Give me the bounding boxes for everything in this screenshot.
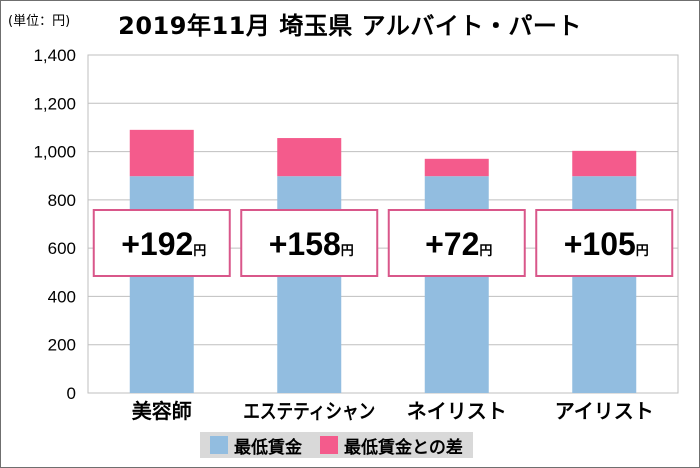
bar-min-wage <box>129 176 194 393</box>
x-tick-label: ネイリスト <box>407 399 507 423</box>
bar-diff <box>572 150 637 177</box>
y-tick-label: 400 <box>48 287 76 306</box>
unit-label: (単位：円) <box>8 14 71 29</box>
x-tick-label: 美容師 <box>132 399 192 423</box>
callout-box <box>387 209 526 277</box>
legend-swatch-min-wage <box>210 436 228 454</box>
legend: 最低賃金 最低賃金との差 <box>200 432 473 458</box>
y-tick-label: 1,000 <box>33 143 76 162</box>
callout-label: +72円 <box>425 226 492 262</box>
legend-item-min-wage: 最低賃金 <box>210 433 302 458</box>
legend-label-diff: 最低賃金との差 <box>344 437 463 458</box>
y-tick-label: 0 <box>67 384 76 403</box>
bar-min-wage <box>277 176 342 393</box>
callout-label: +158円 <box>269 226 354 262</box>
y-tick-label: 800 <box>48 191 76 210</box>
bar-diff <box>424 158 489 177</box>
callout-box <box>535 209 674 277</box>
legend-item-diff: 最低賃金との差 <box>320 433 463 458</box>
y-tick-label: 200 <box>48 336 76 355</box>
bar-min-wage <box>572 176 637 393</box>
callout-label: +105円 <box>564 226 649 262</box>
chart-title: 2019年11月 埼玉県 アルバイト・パート <box>118 12 582 40</box>
legend-label-min-wage: 最低賃金 <box>234 437 302 458</box>
x-tick-label: エステティシャン <box>243 399 375 423</box>
callout-box <box>92 209 231 277</box>
x-tick-label: アイリスト <box>555 399 654 423</box>
bar-min-wage <box>424 176 489 393</box>
y-tick-label: 600 <box>48 239 76 258</box>
bar-diff <box>129 129 194 177</box>
callout-box <box>240 209 379 277</box>
y-tick-label: 1,200 <box>33 94 76 113</box>
y-tick-label: 1,400 <box>33 46 76 65</box>
callout-label: +192円 <box>121 226 206 262</box>
legend-swatch-diff <box>320 436 338 454</box>
bar-diff <box>277 138 342 177</box>
